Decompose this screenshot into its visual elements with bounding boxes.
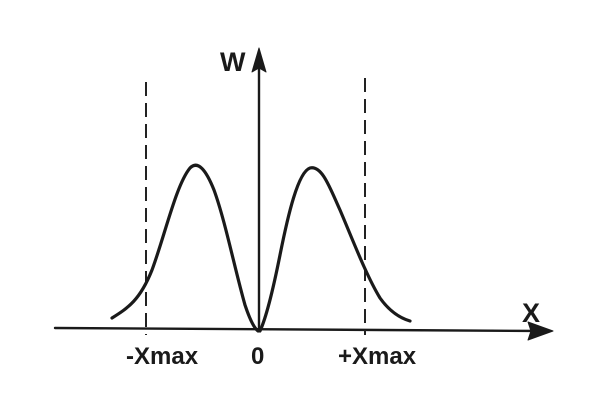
neg-xmax-label: -Xmax	[126, 343, 199, 370]
y-axis-label: W	[220, 47, 246, 77]
x-axis	[53, 326, 547, 333]
zero-label: 0	[251, 343, 264, 370]
x-axis-label: X	[522, 298, 540, 328]
left-hump-curve	[110, 163, 260, 333]
x-axis-arrow-icon	[527, 321, 554, 341]
y-axis-arrow-icon	[251, 47, 267, 73]
right-hump-curve	[258, 166, 412, 333]
pos-xmax-label: +Xmax	[338, 343, 417, 370]
